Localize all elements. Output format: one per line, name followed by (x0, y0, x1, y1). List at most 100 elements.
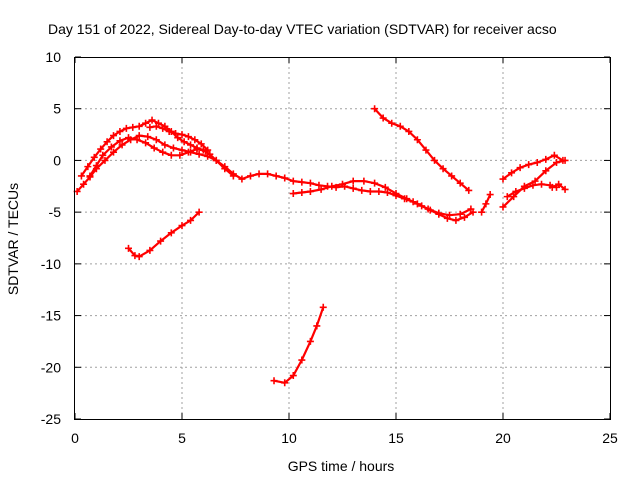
series-line (272, 306, 325, 384)
data-point (133, 136, 141, 144)
data-point (298, 178, 306, 186)
y-axis-title: SDTVAR / TECUs (5, 183, 21, 295)
data-point (379, 114, 387, 122)
data-point (555, 180, 563, 188)
data-point (328, 182, 336, 190)
data-point (122, 124, 130, 132)
data-point (135, 122, 143, 130)
series-line (75, 134, 475, 222)
y-tick-label: 0 (53, 152, 61, 168)
data-point (116, 127, 124, 135)
data-point (146, 123, 154, 131)
plot-frame (74, 57, 611, 420)
data-point (561, 185, 569, 193)
data-point (165, 127, 173, 135)
data-point (289, 177, 297, 185)
data-point (101, 156, 109, 164)
data-point (403, 195, 411, 203)
data-point (446, 211, 453, 219)
data-point (193, 145, 201, 153)
data-point (148, 116, 156, 124)
data-point (460, 213, 468, 221)
data-point (246, 172, 254, 180)
data-point (281, 379, 289, 387)
data-point (358, 186, 366, 194)
x-tick-label: 5 (178, 430, 186, 446)
data-point (144, 133, 152, 141)
data-point (548, 183, 556, 191)
data-point (221, 165, 229, 173)
data-point (116, 137, 124, 145)
data-point (315, 181, 323, 189)
series-arc-11 (499, 151, 567, 183)
data-point (272, 172, 280, 180)
data-point (520, 184, 528, 192)
data-point (125, 134, 132, 142)
data-point (306, 179, 314, 187)
data-point (204, 146, 212, 154)
data-point (184, 133, 192, 141)
data-point (360, 177, 368, 185)
data-point (238, 175, 246, 183)
data-point (349, 177, 357, 185)
data-point (146, 246, 154, 254)
y-tick-label: -10 (41, 256, 61, 272)
data-point (452, 216, 460, 224)
data-point (550, 151, 558, 159)
data-point (107, 143, 115, 151)
data-point (178, 222, 186, 230)
data-point (167, 151, 175, 159)
data-point (381, 183, 389, 191)
data-point (413, 136, 421, 144)
data-point (542, 167, 550, 175)
data-point (86, 172, 94, 180)
data-point (97, 145, 105, 153)
data-point (187, 141, 195, 149)
data-point (118, 141, 126, 149)
data-point (135, 253, 143, 261)
data-point (349, 184, 357, 192)
data-point (516, 164, 524, 172)
data-point (176, 151, 184, 159)
data-point (499, 203, 507, 211)
data-point (77, 172, 85, 180)
data-point (298, 356, 306, 364)
data-point (135, 132, 143, 140)
series-arc-8 (371, 105, 473, 194)
data-point (366, 187, 374, 195)
y-tick-label: -5 (49, 204, 62, 220)
series-arc-10 (499, 156, 569, 211)
data-point (178, 146, 186, 154)
x-axis-title: GPS time / hours (288, 458, 395, 474)
series-line (373, 107, 470, 192)
series-arc-9 (478, 191, 494, 216)
chart-title: Day 151 of 2022, Sidereal Day-to-day VTE… (48, 21, 557, 37)
data-point (306, 187, 314, 195)
data-point (167, 229, 175, 237)
data-point (531, 177, 539, 185)
data-point (388, 119, 396, 127)
data-point (99, 151, 107, 159)
data-point (486, 191, 494, 199)
data-point (289, 372, 297, 380)
data-point (467, 205, 475, 213)
data-point (456, 179, 464, 187)
data-point (159, 148, 167, 156)
y-tick-label: 10 (45, 49, 61, 65)
data-point (319, 303, 327, 311)
data-point (169, 144, 177, 152)
data-point (195, 150, 203, 158)
data-point (191, 136, 199, 144)
x-tick-label: 0 (71, 430, 79, 446)
data-point (264, 170, 272, 178)
data-point (510, 193, 518, 201)
data-point (229, 172, 237, 180)
data-point (542, 155, 550, 163)
data-point (110, 148, 118, 156)
data-point (289, 190, 297, 198)
data-point (396, 122, 404, 130)
data-point (559, 156, 567, 164)
data-point (375, 187, 383, 195)
data-point (553, 158, 560, 166)
